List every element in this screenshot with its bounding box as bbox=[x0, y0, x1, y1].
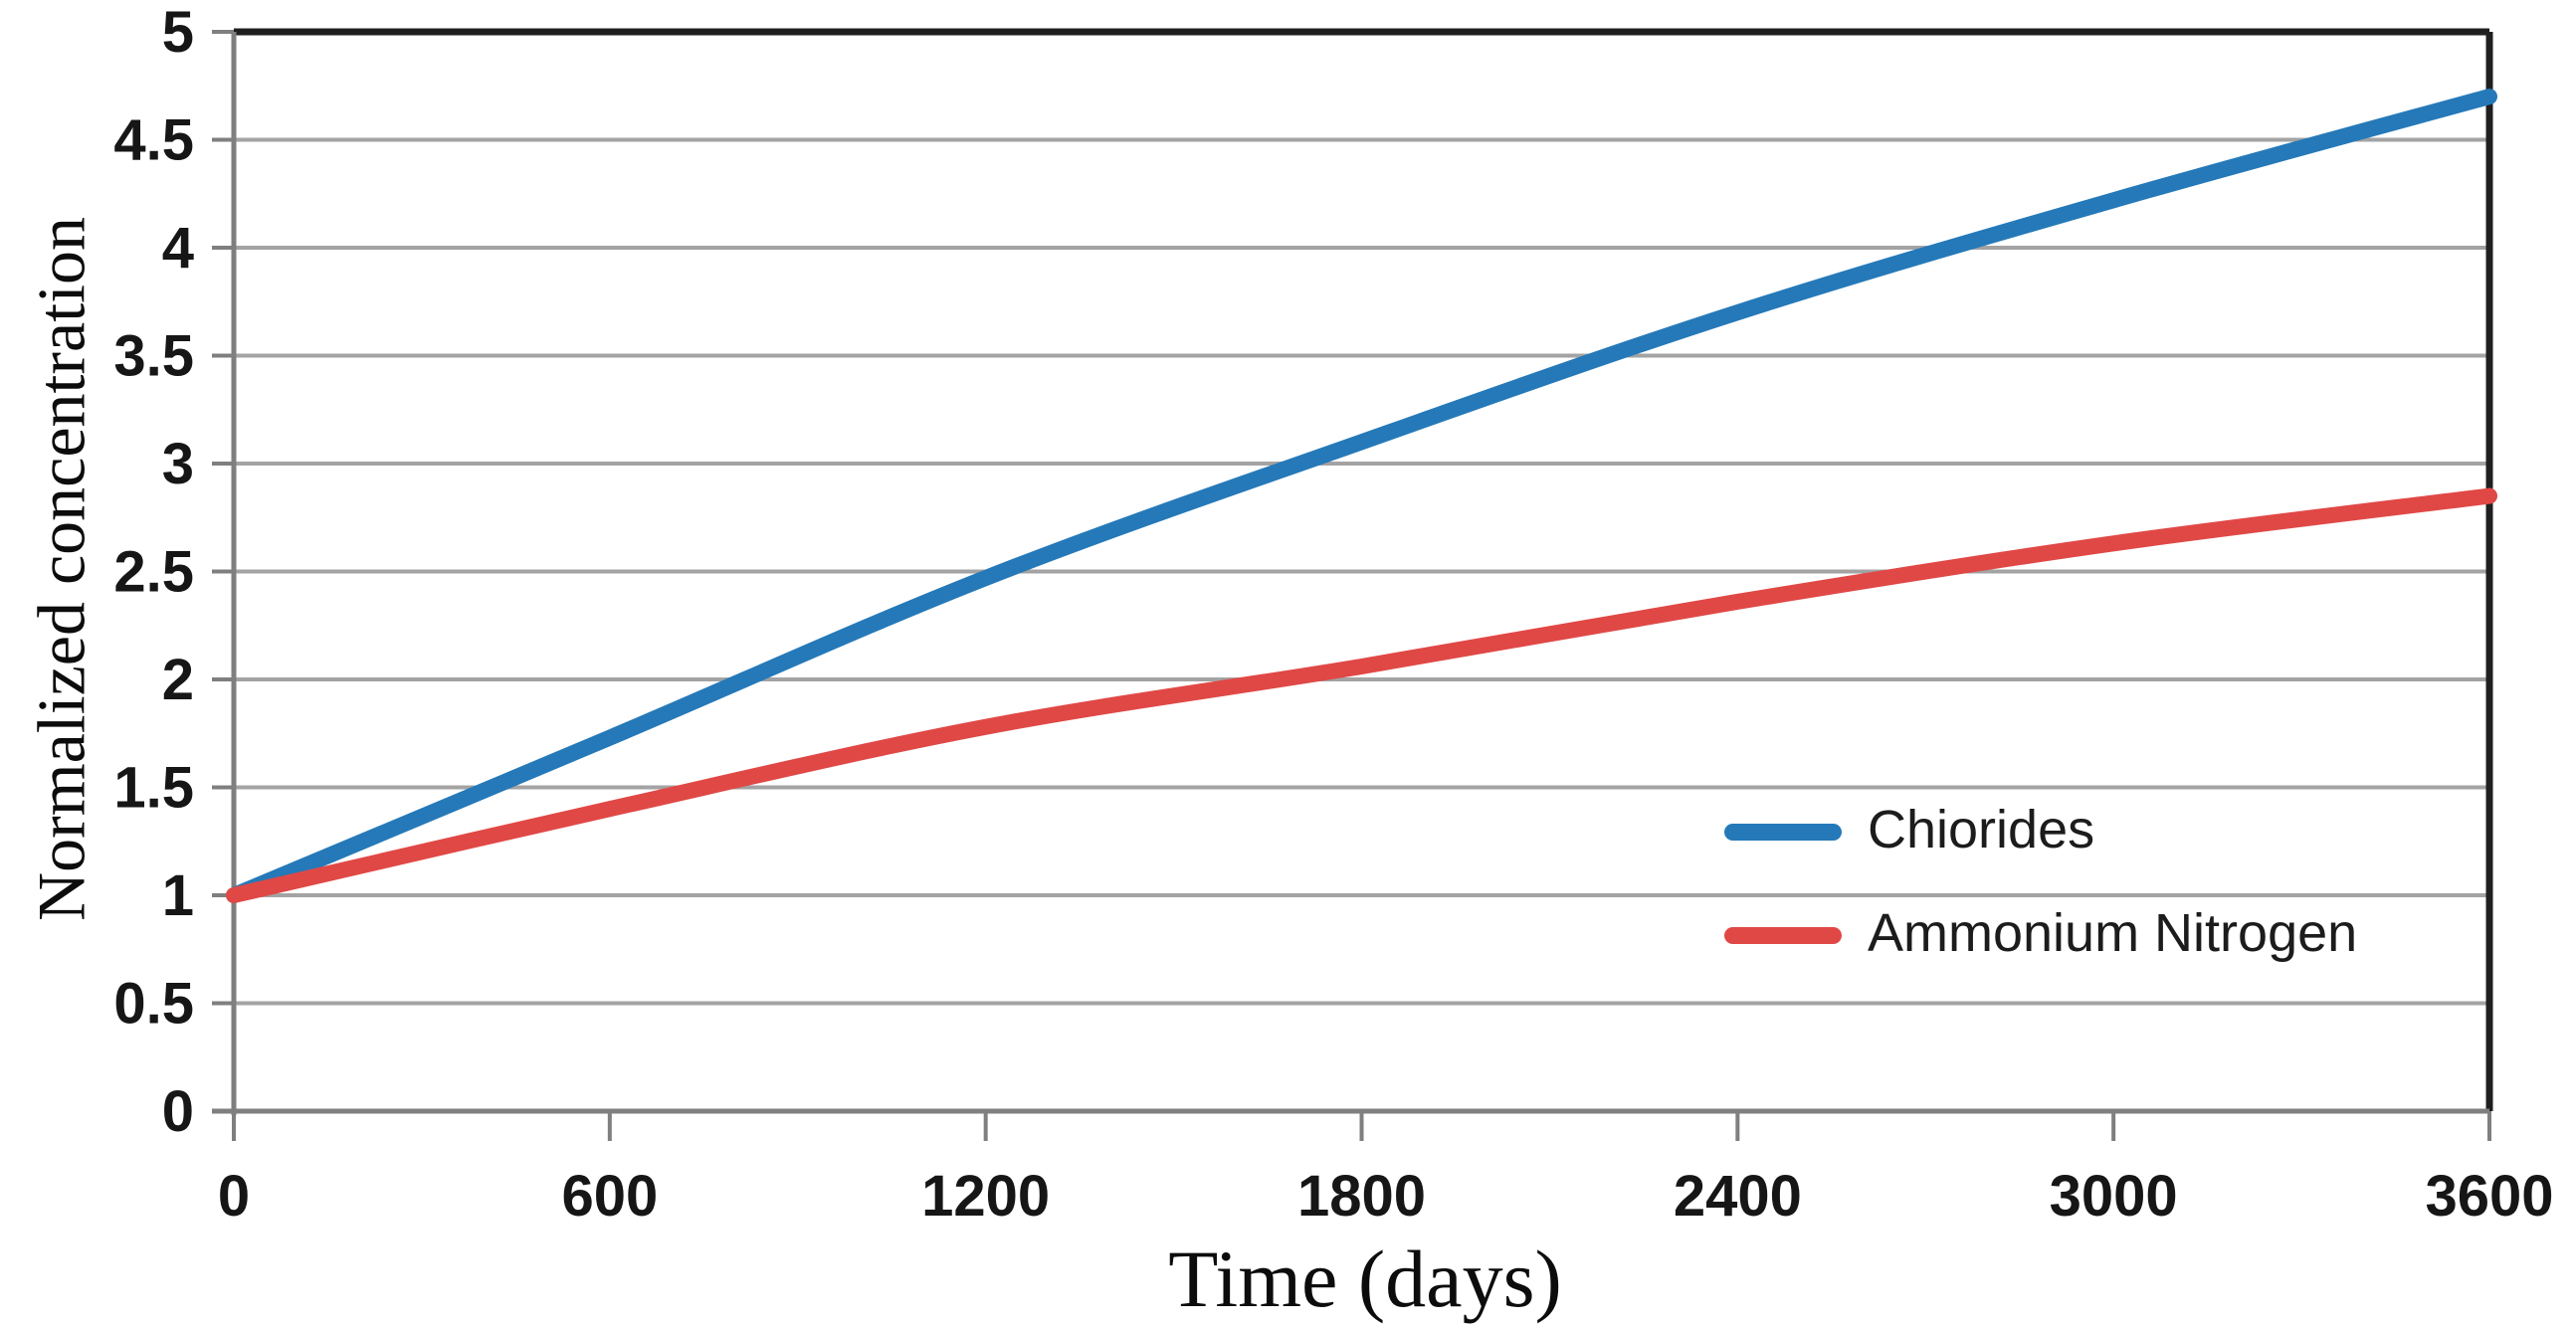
legend-swatch-ammonium-nitrogen-icon bbox=[1724, 926, 1842, 944]
y-tick-label: 2.5 bbox=[113, 540, 194, 605]
y-tick-label: 4.5 bbox=[113, 108, 194, 173]
series-line-1 bbox=[226, 487, 2497, 903]
legend-label-ammonium-nitrogen: Ammonium Nitrogen bbox=[1868, 903, 2358, 963]
y-tick-label: 3.5 bbox=[113, 324, 194, 389]
y-tick-label: 5 bbox=[162, 0, 194, 65]
x-axis-title: Time (days) bbox=[1168, 1234, 1562, 1324]
legend-label-chiorides: Chiorides bbox=[1868, 800, 2095, 859]
y-tick-label: 3 bbox=[162, 432, 194, 496]
y-tick-label: 1.5 bbox=[113, 756, 194, 821]
x-tick-label: 3000 bbox=[2050, 1164, 2178, 1229]
legend-item-ammonium-nitrogen: Ammonium Nitrogen bbox=[1724, 905, 2357, 965]
legend: Chiorides Ammonium Nitrogen bbox=[1724, 802, 2357, 965]
y-axis-title: Normalized concentration bbox=[23, 216, 99, 922]
x-tick-label: 1800 bbox=[1297, 1164, 1426, 1229]
y-tick-label: 0.5 bbox=[113, 972, 194, 1037]
x-tick-label: 600 bbox=[561, 1164, 658, 1229]
y-tick-label: 1 bbox=[162, 863, 194, 928]
y-tick-label: 4 bbox=[162, 216, 194, 281]
y-tick-label: 2 bbox=[162, 648, 194, 712]
x-tick-label: 0 bbox=[218, 1164, 250, 1229]
x-tick-label: 2400 bbox=[1674, 1164, 1802, 1229]
legend-swatch-chiorides-icon bbox=[1724, 823, 1842, 841]
y-tick-label: 0 bbox=[162, 1079, 194, 1144]
x-tick-label: 3600 bbox=[2425, 1164, 2553, 1229]
series-line-0 bbox=[226, 89, 2497, 903]
legend-item-chiorides: Chiorides bbox=[1724, 802, 2357, 861]
x-tick-label: 1200 bbox=[921, 1164, 1050, 1229]
